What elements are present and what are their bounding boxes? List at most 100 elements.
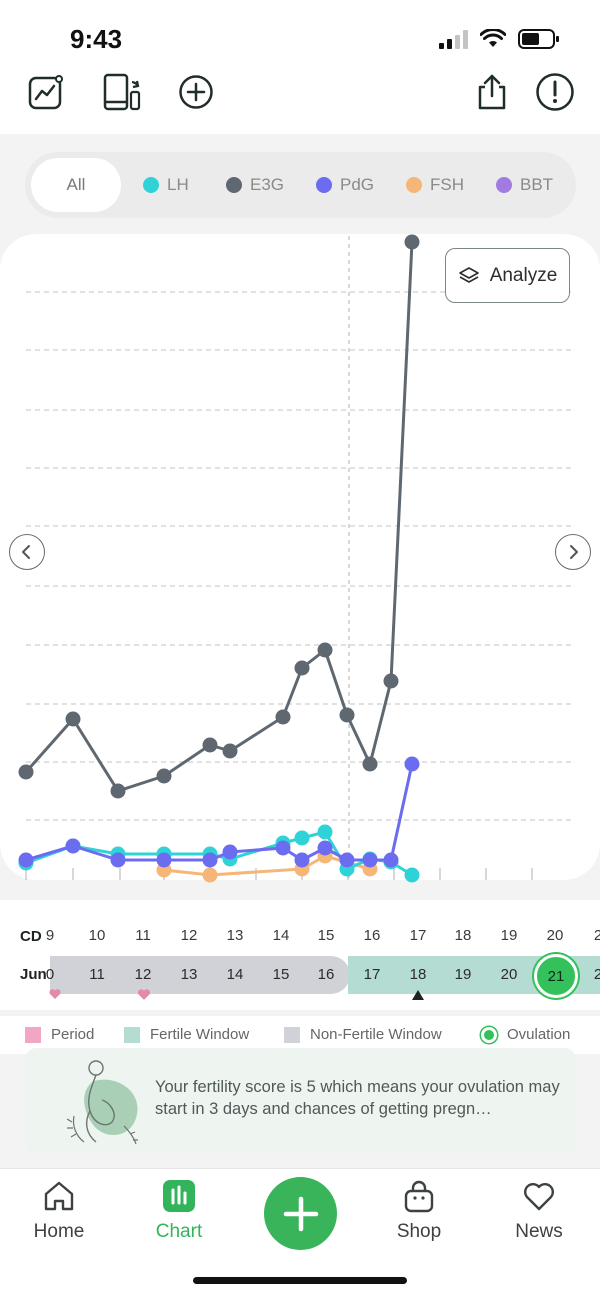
data-point-pdg[interactable] — [383, 852, 399, 868]
fertility-score-text: Your fertility score is 5 which means yo… — [155, 1078, 560, 1118]
date-number[interactable]: 20 — [500, 966, 518, 983]
data-point-e3g[interactable] — [202, 737, 218, 753]
data-point-e3g[interactable] — [383, 673, 399, 689]
filter-bbt[interactable]: BBT — [496, 152, 553, 218]
nav-shop[interactable]: Shop — [369, 1179, 469, 1243]
legend-period: Period — [25, 1026, 94, 1043]
legend-label: Fertile Window — [150, 1026, 250, 1043]
date-number[interactable]: 18 — [409, 966, 427, 983]
nav-label: Shop — [396, 1221, 442, 1242]
date-number[interactable]: 17 — [363, 966, 381, 983]
cycle-day-number: 18 — [454, 927, 472, 944]
trend-chart-icon[interactable] — [24, 70, 68, 114]
bottom-navigation: Home Chart Shop News — [0, 1168, 600, 1298]
ovulation-day[interactable]: 21 — [534, 954, 578, 998]
data-point-e3g[interactable] — [294, 660, 310, 676]
date-number[interactable]: 11 — [89, 966, 105, 983]
legend-non-fertile-window: Non-Fertile Window — [284, 1026, 442, 1043]
cycle-day-number: 9 — [45, 927, 55, 944]
data-point-lh[interactable] — [404, 867, 420, 883]
filter-lh[interactable]: LH — [143, 152, 189, 218]
data-point-pdg[interactable] — [275, 840, 291, 856]
nav-chart[interactable]: Chart — [129, 1179, 229, 1243]
today-marker-icon — [412, 990, 424, 1000]
pdg-dot-icon — [316, 177, 332, 193]
data-point-pdg[interactable] — [294, 852, 310, 868]
date-number[interactable]: 14 — [226, 966, 244, 983]
hormone-line-chart — [18, 234, 572, 883]
share-icon[interactable] — [470, 70, 514, 114]
data-point-e3g[interactable] — [110, 783, 126, 799]
fsh-dot-icon — [406, 177, 422, 193]
filter-pdg[interactable]: PdG — [316, 152, 374, 218]
fertility-score-card[interactable]: Your fertility score is 5 which means yo… — [26, 1048, 575, 1154]
data-point-e3g[interactable] — [404, 234, 420, 250]
filter-fsh[interactable]: FSH — [406, 152, 464, 218]
filter-label: LH — [167, 175, 189, 194]
device-sync-icon[interactable] — [100, 70, 144, 114]
series-line-pdg — [25, 763, 414, 862]
add-entry-button[interactable] — [264, 1177, 337, 1250]
ovulation-swatch — [481, 1026, 497, 1043]
date-number[interactable]: 2 — [593, 966, 600, 983]
data-point-fsh[interactable] — [202, 867, 218, 883]
legend-ovulation: Ovulation — [481, 1026, 570, 1043]
nav-news[interactable]: News — [489, 1179, 589, 1243]
date-number[interactable]: 15 — [272, 966, 290, 983]
home-indicator — [193, 1277, 407, 1284]
data-point-pdg[interactable] — [339, 852, 355, 868]
hormone-filter-bar: All LH E3G PdG FSH BBT — [25, 152, 576, 218]
filter-e3g[interactable]: E3G — [226, 152, 284, 218]
data-point-pdg[interactable] — [65, 838, 81, 854]
data-point-e3g[interactable] — [65, 711, 81, 727]
filter-label: E3G — [250, 175, 285, 194]
data-point-pdg[interactable] — [317, 840, 333, 856]
data-point-pdg[interactable] — [202, 852, 218, 868]
date-number[interactable]: 0 — [45, 966, 55, 983]
nav-label: Home — [33, 1221, 85, 1242]
cycle-day-number: 11 — [135, 927, 151, 944]
data-point-e3g[interactable] — [156, 768, 172, 784]
legend-label: Non-Fertile Window — [310, 1026, 442, 1043]
add-circle-icon[interactable] — [174, 70, 218, 114]
wifi-icon — [480, 29, 506, 47]
battery-icon — [518, 29, 559, 49]
info-alert-icon[interactable] — [533, 70, 577, 114]
fertile-swatch — [124, 1026, 140, 1043]
date-number[interactable]: 16 — [317, 966, 335, 983]
cycle-timeline[interactable]: CD 9 10 11 12 13 14 15 16 17 18 19 20 2 Jun 0 11 12 13 1… — [0, 900, 600, 1010]
data-point-e3g[interactable] — [362, 756, 378, 772]
previous-cycle-button[interactable] — [9, 534, 45, 570]
status-icons — [439, 28, 560, 50]
legend-label: Period — [51, 1026, 95, 1043]
cycle-day-number: 20 — [546, 927, 564, 944]
pregnant-woman-illustration-icon — [66, 1060, 138, 1145]
data-point-lh[interactable] — [294, 830, 310, 846]
plus-icon — [283, 1196, 318, 1231]
date-number[interactable]: 19 — [454, 966, 472, 983]
date-number[interactable]: 12 — [134, 966, 152, 983]
analyze-button[interactable]: Analyze — [445, 248, 570, 303]
data-point-e3g[interactable] — [222, 743, 238, 759]
next-cycle-button[interactable] — [555, 534, 591, 570]
data-point-e3g[interactable] — [317, 642, 333, 658]
period-swatch — [25, 1026, 41, 1043]
data-point-pdg[interactable] — [110, 852, 126, 868]
nav-home[interactable]: Home — [9, 1179, 109, 1243]
data-point-pdg[interactable] — [156, 852, 172, 868]
date-number[interactable]: 13 — [180, 966, 198, 983]
data-point-pdg[interactable] — [222, 844, 238, 860]
period-heart-icon — [137, 989, 151, 1000]
legend-fertile-window: Fertile Window — [124, 1026, 249, 1043]
data-point-pdg[interactable] — [362, 852, 378, 868]
data-point-pdg[interactable] — [18, 852, 34, 868]
data-point-pdg[interactable] — [404, 756, 420, 772]
data-point-e3g[interactable] — [18, 764, 34, 780]
filter-all[interactable]: All — [31, 158, 121, 212]
data-point-e3g[interactable] — [339, 707, 355, 723]
legend-label: Ovulation — [507, 1026, 571, 1043]
cd-row-label: CD — [20, 928, 42, 945]
shopping-bag-icon — [404, 1180, 434, 1213]
data-point-e3g[interactable] — [275, 709, 291, 725]
data-point-lh[interactable] — [317, 824, 333, 840]
